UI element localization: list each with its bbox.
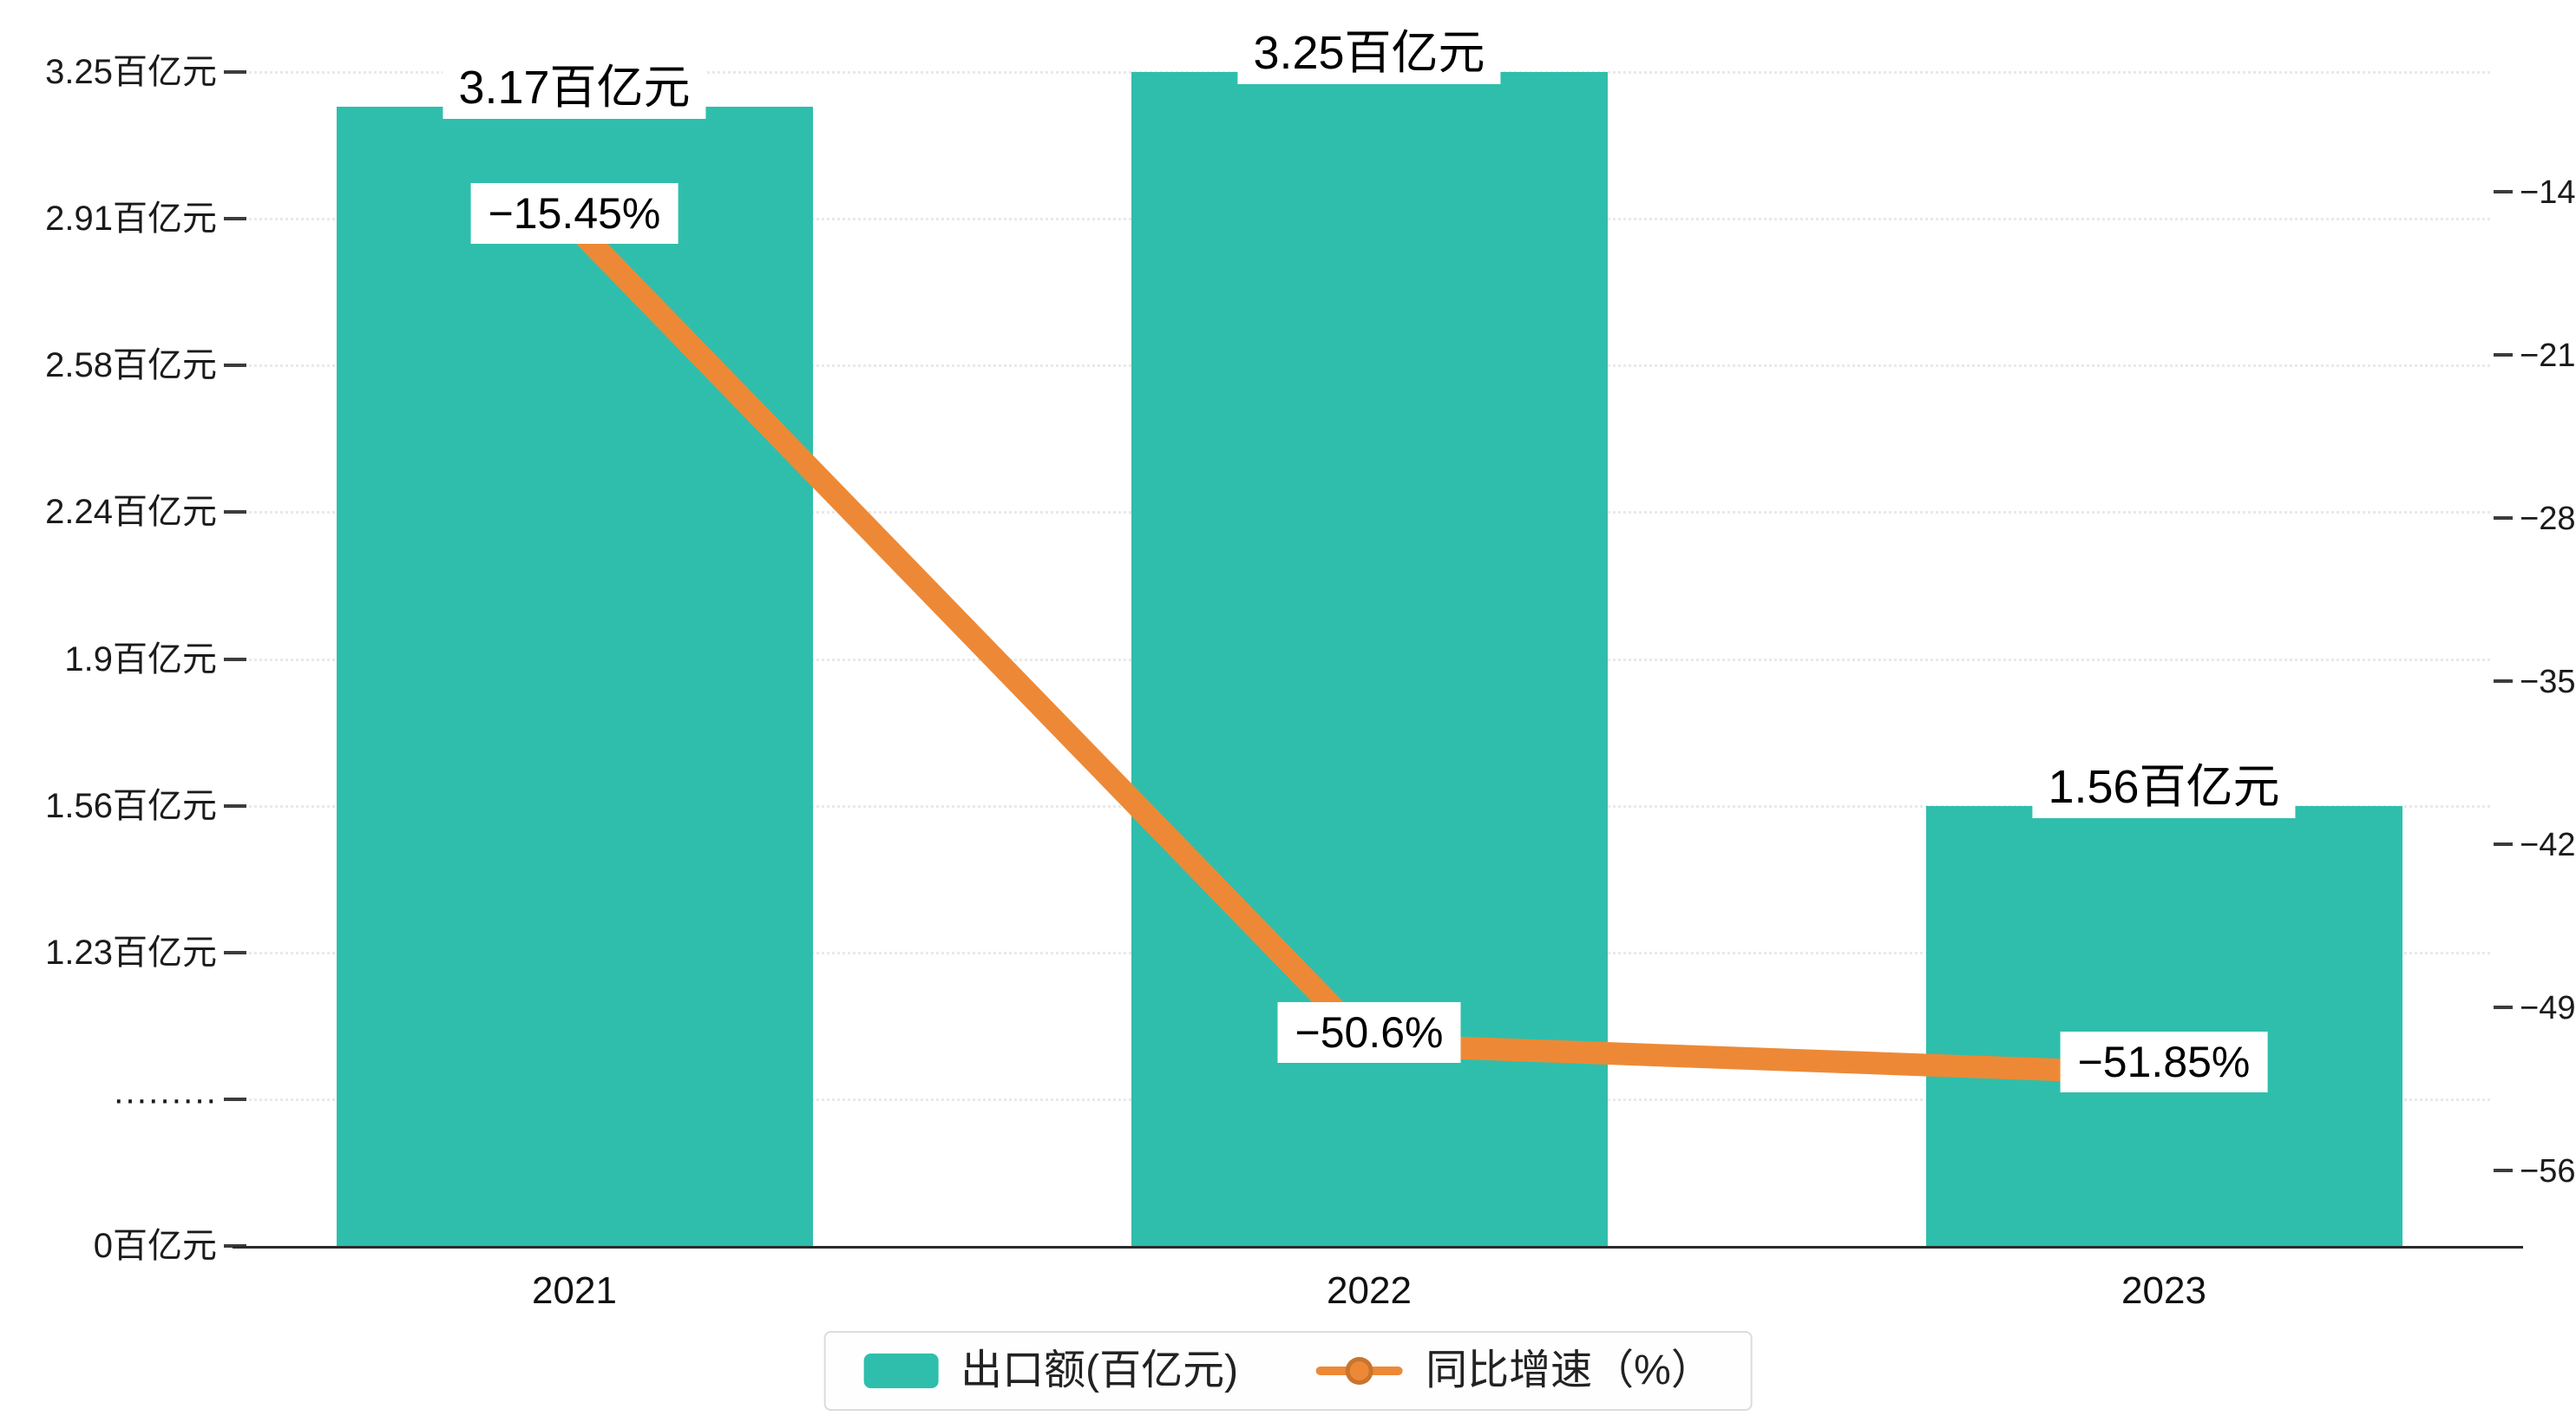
right-axis-tick-label: −56 [2520, 1153, 2576, 1190]
x-axis-label-2022: 2022 [1327, 1269, 1412, 1312]
left-tick-mark [224, 70, 246, 74]
line-value-label-2021: −15.45% [470, 182, 678, 244]
left-axis-tick-label: 1.56百亿元 [45, 786, 217, 825]
legend-item-line[interactable]: 同比增速（%） [1316, 1347, 1713, 1395]
left-axis-tick-label: 2.58百亿元 [45, 346, 217, 385]
bar-2021[interactable] [336, 106, 813, 1246]
bar-2022[interactable] [1131, 72, 1608, 1246]
left-tick-mark [224, 657, 246, 661]
right-axis-tick-label: −14 [2520, 174, 2576, 211]
x-axis-label-2021: 2021 [532, 1269, 617, 1312]
left-axis-tick-label: 1.23百亿元 [45, 933, 217, 972]
legend-line-swatch-icon [1316, 1357, 1404, 1385]
x-axis-label-2023: 2023 [2121, 1269, 2206, 1312]
right-tick-mark [2494, 679, 2513, 683]
right-tick-mark [2494, 1169, 2513, 1172]
legend-line-dot-icon [1346, 1357, 1374, 1385]
left-tick-mark [224, 950, 246, 954]
left-tick-mark [224, 1097, 246, 1101]
bar-2023[interactable] [1925, 805, 2402, 1246]
bar-value-label-2023: 1.56百亿元 [2032, 755, 2296, 818]
legend-bar-swatch-icon [863, 1354, 939, 1388]
right-tick-mark [2494, 516, 2513, 520]
left-axis-tick-label: ········· [113, 1079, 217, 1118]
legend-item-bar[interactable]: 出口额(百亿元) [863, 1347, 1238, 1395]
left-axis-tick-label: 0百亿元 [93, 1227, 217, 1265]
right-axis-tick-label: −49 [2520, 990, 2576, 1026]
right-axis-tick-label: −35 [2520, 664, 2576, 700]
legend-bar-label: 出口额(百亿元) [960, 1347, 1239, 1393]
legend-line-label: 同比增速（%） [1426, 1347, 1713, 1393]
x-axis-line [233, 1246, 2523, 1249]
bar-value-label-2021: 3.17百亿元 [442, 56, 706, 119]
left-tick-mark [224, 217, 246, 221]
left-tick-mark [224, 364, 246, 368]
right-tick-mark [2494, 353, 2513, 357]
right-axis-tick-label: −28 [2520, 501, 2576, 537]
line-value-label-2022: −50.6% [1277, 1001, 1461, 1063]
left-axis-tick-label: 1.9百亿元 [64, 639, 217, 678]
right-tick-mark [2494, 842, 2513, 846]
left-axis-tick-label: 2.24百亿元 [45, 493, 217, 532]
right-axis-tick-label: −42 [2520, 827, 2576, 863]
bar-value-label-2022: 3.25百亿元 [1237, 22, 1501, 84]
left-tick-mark [224, 803, 246, 808]
right-tick-mark [2494, 190, 2513, 193]
left-axis-tick-label: 2.91百亿元 [45, 200, 217, 239]
left-axis-tick-label: 3.25百亿元 [45, 53, 217, 91]
right-tick-mark [2494, 1006, 2513, 1009]
legend: 出口额(百亿元) 同比增速（%） [823, 1331, 1753, 1411]
right-axis-tick-label: −21 [2520, 338, 2576, 374]
line-value-label-2023: −51.85% [2060, 1031, 2268, 1092]
left-tick-mark [224, 510, 246, 515]
